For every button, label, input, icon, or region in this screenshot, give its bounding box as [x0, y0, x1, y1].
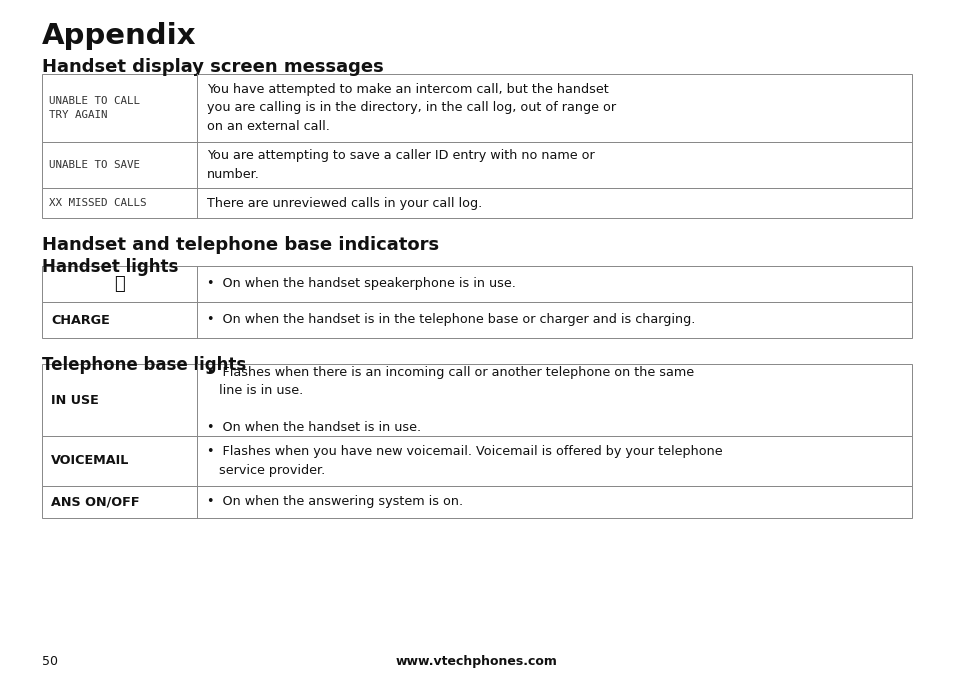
Text: Handset lights: Handset lights	[42, 258, 178, 276]
Text: IN USE: IN USE	[51, 394, 99, 406]
Text: www.vtechphones.com: www.vtechphones.com	[395, 655, 558, 668]
Text: Appendix: Appendix	[42, 22, 196, 50]
Bar	[42, 436, 911, 486]
Text: Handset display screen messages: Handset display screen messages	[42, 58, 383, 76]
Bar	[42, 188, 911, 218]
Bar	[42, 302, 911, 338]
Text: UNABLE TO SAVE: UNABLE TO SAVE	[49, 160, 140, 170]
Text: VOICEMAIL: VOICEMAIL	[51, 454, 130, 467]
Text: CHARGE: CHARGE	[51, 314, 110, 327]
Bar	[42, 142, 911, 188]
Bar	[42, 74, 911, 142]
Text: XX MISSED CALLS: XX MISSED CALLS	[49, 198, 147, 208]
Bar	[42, 486, 911, 518]
Bar	[42, 266, 911, 302]
Bar	[42, 364, 911, 436]
Text: •  Flashes when you have new voicemail. Voicemail is offered by your telephone
 : • Flashes when you have new voicemail. V…	[207, 445, 721, 477]
Text: You are attempting to save a caller ID entry with no name or
number.: You are attempting to save a caller ID e…	[207, 149, 594, 181]
Text: 50: 50	[42, 655, 58, 668]
Text: •  Flashes when there is an incoming call or another telephone on the same
   li: • Flashes when there is an incoming call…	[207, 366, 694, 434]
Text: ANS ON/OFF: ANS ON/OFF	[51, 496, 139, 509]
Text: •  On when the handset speakerphone is in use.: • On when the handset speakerphone is in…	[207, 278, 516, 291]
Text: Handset and telephone base indicators: Handset and telephone base indicators	[42, 236, 438, 254]
Text: You have attempted to make an intercom call, but the handset
you are calling is : You have attempted to make an intercom c…	[207, 83, 616, 133]
Text: 🔊: 🔊	[114, 275, 125, 293]
Text: •  On when the answering system is on.: • On when the answering system is on.	[207, 496, 462, 509]
Text: •  On when the handset is in the telephone base or charger and is charging.: • On when the handset is in the telephon…	[207, 314, 695, 327]
Text: Telephone base lights: Telephone base lights	[42, 356, 246, 374]
Text: There are unreviewed calls in your call log.: There are unreviewed calls in your call …	[207, 196, 482, 209]
Text: UNABLE TO CALL
TRY AGAIN: UNABLE TO CALL TRY AGAIN	[49, 95, 140, 121]
